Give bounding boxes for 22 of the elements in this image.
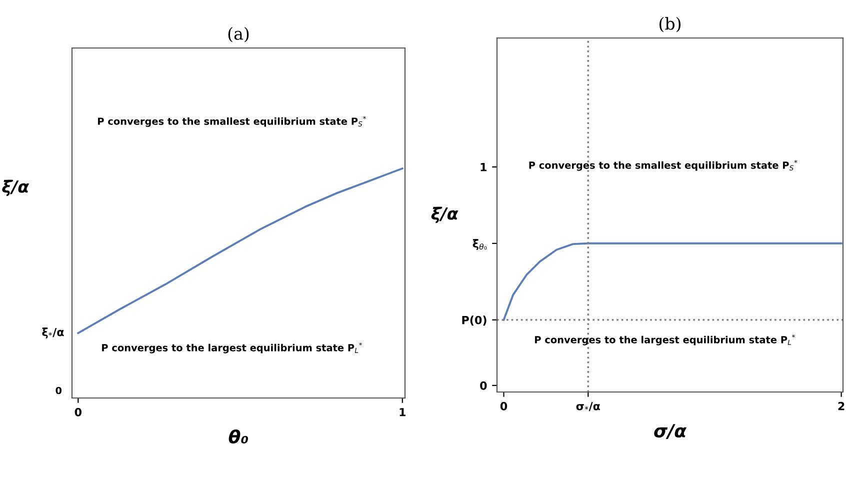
y-tick-label: 1 (480, 163, 487, 172)
y-tick-label: 0 (480, 381, 487, 390)
text: 0 (56, 386, 62, 394)
y-axis-title: ξ̄/α (431, 206, 458, 224)
x-axis-title: σ/α (654, 424, 687, 439)
y-tick-label: ξ̄$_{θ₀}$ (472, 239, 487, 250)
x-tick-label: 1 (400, 408, 406, 416)
x-tick-label: 2 (838, 402, 844, 410)
chart-title: (b) (659, 17, 681, 32)
line-series (502, 242, 842, 321)
y-tick-label: P(0) (462, 316, 486, 326)
annotation: P converges to the largest equilibrium state P$_{L}$$^{*}$ (102, 342, 362, 354)
annotation: ξ̄$_{*}$/α (42, 328, 64, 338)
x-tick-label: 0 (500, 402, 508, 410)
x-tick-label: σ$_{*}$/α (576, 402, 600, 412)
x-tick-label: 0 (74, 408, 82, 416)
text: P converges to the smallest equilibrium state P$_{S}$$^{*}$ (98, 116, 366, 127)
chart-title: (a) (228, 27, 249, 42)
annotation: P converges to the smallest equilibrium state P$_{S}$$^{*}$ (529, 160, 798, 171)
x-axis-title: θ₀ (228, 429, 248, 444)
y-axis-title: ξ̄/α (2, 180, 30, 196)
annotation: P converges to the largest equilibrium state P$_{L}$$^{*}$ (535, 334, 795, 346)
